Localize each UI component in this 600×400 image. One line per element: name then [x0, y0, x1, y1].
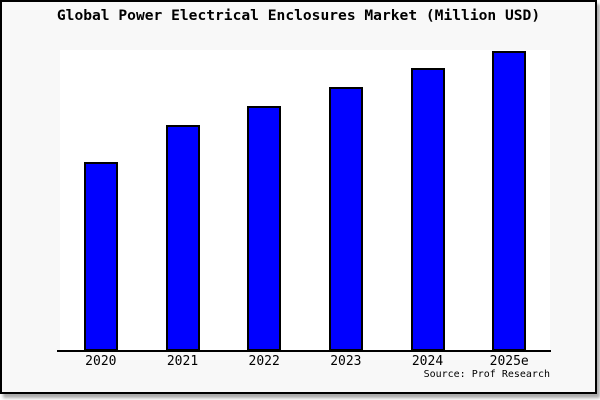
x-tick-label-2023: 2023 [330, 354, 362, 369]
bar-slot-2020 [60, 50, 142, 351]
bar-slot-2025e [468, 50, 550, 351]
bar-2023 [328, 87, 363, 351]
bar-2024 [410, 68, 445, 351]
bar-slot-2023 [305, 50, 387, 351]
x-tick-label-2024: 2024 [411, 354, 444, 369]
source-credit: Source: Prof Research [423, 369, 550, 380]
bar-slot-2024 [387, 50, 469, 351]
plot-area [60, 50, 550, 351]
x-tick-label-2020: 2020 [85, 354, 117, 369]
bar-slot-2021 [142, 50, 224, 351]
x-tick-label-2025e: 2025e [489, 354, 529, 369]
bar-2021 [165, 124, 200, 351]
bar-2022 [247, 106, 282, 351]
bars-container [60, 50, 550, 351]
chart-title: Global Power Electrical Enclosures Marke… [56, 7, 541, 24]
x-axis-tick-labels: 2020 2021 2022 2023 2024 2025e [60, 354, 550, 370]
x-axis-line [57, 350, 551, 352]
bar-slot-2022 [223, 50, 305, 351]
bar-2025e [492, 50, 527, 351]
bar-2020 [83, 161, 118, 351]
x-tick-label-2022: 2022 [248, 354, 280, 369]
x-tick-label-2021: 2021 [166, 354, 199, 369]
